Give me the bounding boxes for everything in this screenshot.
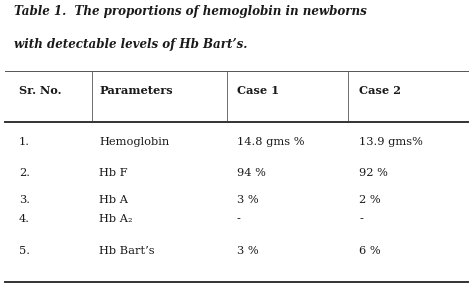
Text: 5.: 5. [19,246,30,256]
Text: 3 %: 3 % [236,195,258,205]
Text: 92 %: 92 % [359,168,388,178]
Text: 94 %: 94 % [236,168,265,178]
Text: Hb Bart’s: Hb Bart’s [99,246,155,256]
Text: Hb A: Hb A [99,195,128,205]
Text: Parameters: Parameters [99,85,173,95]
Text: Sr. No.: Sr. No. [19,85,61,95]
Text: 14.8 gms %: 14.8 gms % [236,137,304,147]
Text: Table 1.  The proportions of hemoglobin in newborns: Table 1. The proportions of hemoglobin i… [14,5,367,18]
Text: 3 %: 3 % [236,246,258,256]
Text: with detectable levels of Hb Bart’s.: with detectable levels of Hb Bart’s. [14,38,247,51]
Text: 6 %: 6 % [359,246,381,256]
Text: 3.: 3. [19,195,30,205]
Text: Case 2: Case 2 [359,85,402,95]
Text: 4.: 4. [19,214,30,224]
Text: 2.: 2. [19,168,30,178]
Text: -: - [236,214,240,224]
Text: -: - [359,214,363,224]
Text: 13.9 gms%: 13.9 gms% [359,137,423,147]
Text: Hb A₂: Hb A₂ [99,214,133,224]
Text: 1.: 1. [19,137,30,147]
Text: Hemoglobin: Hemoglobin [99,137,170,147]
Text: 2 %: 2 % [359,195,381,205]
Text: Hb F: Hb F [99,168,128,178]
Text: Case 1: Case 1 [236,85,279,95]
